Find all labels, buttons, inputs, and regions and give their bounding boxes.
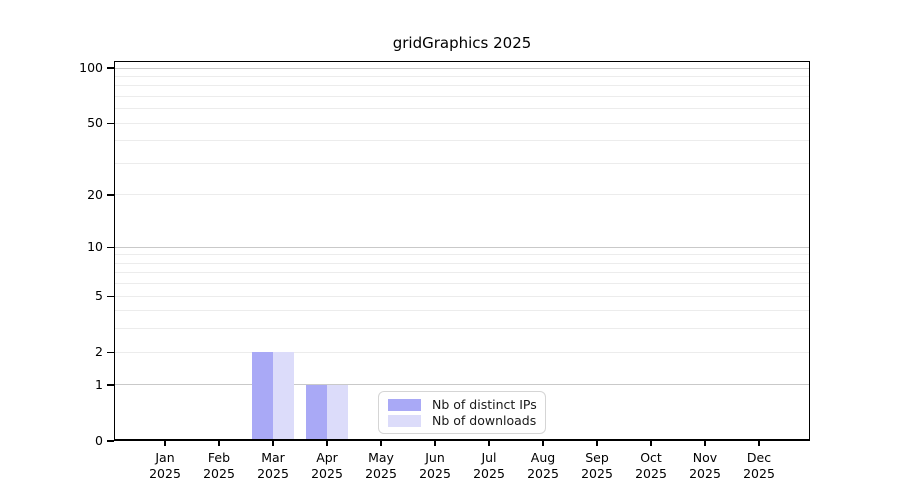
gridline-minor — [114, 272, 810, 274]
x-tick-mark — [704, 441, 706, 446]
gridline-minor — [114, 75, 810, 77]
x-tick-mark — [650, 441, 652, 446]
gridline-minor — [114, 162, 810, 164]
y-tick-mark — [107, 295, 114, 297]
x-label-year: 2025 — [149, 466, 181, 481]
bar-distinct-ips — [252, 352, 273, 441]
y-tick-mark — [107, 194, 114, 196]
gridline-minor — [114, 85, 810, 87]
y-axis-tick-label: 50 — [87, 115, 103, 131]
x-axis-month-label: Dec 2025 — [731, 450, 787, 482]
y-axis-tick-label: 100 — [79, 60, 103, 75]
x-label-year: 2025 — [689, 466, 721, 481]
x-tick-mark — [758, 441, 760, 446]
chart-title: gridGraphics 2025 — [392, 34, 532, 52]
legend: Nb of distinct IPs Nb of downloads — [378, 391, 546, 434]
y-tick-mark — [107, 440, 114, 442]
x-axis-month-label: Feb 2025 — [191, 450, 247, 482]
x-axis-month-label: Jul 2025 — [461, 450, 517, 482]
x-tick-mark — [380, 441, 382, 446]
x-tick-mark — [542, 441, 544, 446]
gridline-major — [114, 384, 810, 386]
x-axis-month-label: Jun 2025 — [407, 450, 463, 482]
gridline-minor — [114, 194, 810, 196]
gridline-minor — [114, 122, 810, 124]
x-label-month: Jan — [155, 450, 175, 465]
bar-distinct-ips — [306, 384, 327, 441]
y-tick-mark — [107, 67, 114, 69]
y-tick-mark — [107, 384, 114, 386]
gridline-minor — [114, 95, 810, 97]
legend-label-distinct-ips: Nb of distinct IPs — [432, 397, 537, 412]
x-label-year: 2025 — [419, 466, 451, 481]
x-label-month: Sep — [585, 450, 609, 465]
gridline-minor — [114, 283, 810, 285]
y-tick-mark — [107, 246, 114, 248]
legend-label-downloads: Nb of downloads — [432, 413, 537, 428]
gridline-minor — [114, 295, 810, 297]
bar-downloads — [273, 352, 294, 441]
y-tick-mark — [107, 351, 114, 353]
x-label-month: Mar — [261, 450, 285, 465]
x-tick-mark — [164, 441, 166, 446]
x-label-year: 2025 — [203, 466, 235, 481]
x-tick-mark — [434, 441, 436, 446]
x-axis-month-label: Sep 2025 — [569, 450, 625, 482]
legend-item-distinct-ips: Nb of distinct IPs — [388, 397, 537, 412]
x-axis-month-label: Mar 2025 — [245, 450, 301, 482]
y-axis-tick-label: 0 — [95, 433, 103, 448]
x-label-month: Feb — [207, 450, 231, 465]
x-label-month: Jul — [481, 450, 497, 465]
gridline-minor — [114, 310, 810, 312]
x-axis-month-label: Apr 2025 — [299, 450, 355, 482]
x-tick-mark — [272, 441, 274, 446]
x-axis-month-label: Nov 2025 — [677, 450, 733, 482]
x-label-month: Apr — [316, 450, 338, 465]
x-axis-month-label: Oct 2025 — [623, 450, 679, 482]
y-axis-tick-label: 2 — [95, 344, 103, 360]
x-label-month: Jun — [425, 450, 445, 465]
gridline-minor — [114, 328, 810, 330]
x-tick-mark — [488, 441, 490, 446]
x-label-month: Dec — [746, 450, 772, 465]
x-axis-month-label: Aug 2025 — [515, 450, 571, 482]
x-label-month: Oct — [640, 450, 662, 465]
x-label-year: 2025 — [473, 466, 505, 481]
gridline-minor — [114, 351, 810, 353]
x-label-year: 2025 — [635, 466, 667, 481]
x-axis-month-label: Jan 2025 — [137, 450, 193, 482]
x-label-year: 2025 — [311, 466, 343, 481]
legend-swatch-downloads — [388, 414, 421, 427]
x-axis-month-label: May 2025 — [353, 450, 409, 482]
gridline-minor — [114, 140, 810, 142]
y-axis-tick-label: 10 — [87, 239, 103, 255]
gridline-major — [114, 246, 810, 248]
bar-downloads — [327, 384, 348, 441]
x-label-year: 2025 — [257, 466, 289, 481]
x-label-month: Aug — [530, 450, 556, 465]
legend-item-downloads: Nb of downloads — [388, 413, 537, 428]
x-label-month: May — [368, 450, 394, 465]
x-label-month: Nov — [692, 450, 718, 465]
x-tick-mark — [326, 441, 328, 446]
y-tick-mark — [107, 122, 114, 124]
y-axis-tick-label: 1 — [95, 376, 103, 392]
gridline-minor — [114, 108, 810, 110]
x-label-year: 2025 — [581, 466, 613, 481]
gridline-minor — [114, 254, 810, 256]
x-label-year: 2025 — [527, 466, 559, 481]
x-tick-mark — [218, 441, 220, 446]
x-label-year: 2025 — [365, 466, 397, 481]
gridline-minor — [114, 262, 810, 264]
y-axis-tick-label: 20 — [87, 186, 103, 202]
gridline-major — [114, 67, 810, 69]
plot-area — [114, 61, 810, 441]
x-tick-mark — [596, 441, 598, 446]
y-axis-tick-label: 5 — [95, 288, 103, 304]
x-label-year: 2025 — [743, 466, 775, 481]
legend-swatch-distinct-ips — [388, 398, 421, 411]
